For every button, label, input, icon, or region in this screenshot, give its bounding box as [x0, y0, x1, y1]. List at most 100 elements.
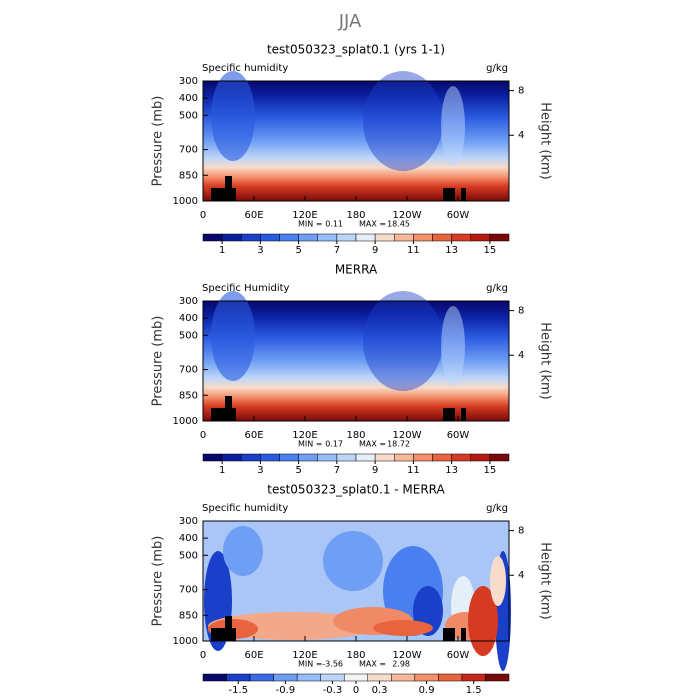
colorbar-label: 1.5 — [466, 685, 482, 696]
colorbar-label: 9 — [372, 245, 378, 256]
colorbar-swatch — [374, 453, 395, 462]
colorbar-label: -0.3 — [323, 685, 343, 696]
y-axis-title: Pressure (mb) — [151, 316, 166, 407]
colorbar-swatch — [489, 233, 510, 242]
y2-axis-title: Height (km) — [538, 542, 553, 619]
x-tick-label: 120E — [292, 210, 317, 221]
unit-label: g/kg — [486, 503, 508, 514]
colorbar-swatch — [202, 233, 223, 242]
y-tick-label: 850 — [179, 390, 198, 401]
colorbar-label: 7 — [334, 465, 340, 476]
colorbar-swatch — [317, 233, 338, 242]
contour-field — [211, 71, 255, 161]
max-label: MAX = — [359, 660, 386, 669]
terrain — [443, 628, 455, 641]
colorbar-swatch — [279, 233, 299, 242]
colorbar-label: 13 — [445, 465, 458, 476]
y2-axis-title: Height (km) — [538, 102, 553, 179]
colorbar-swatch — [394, 453, 414, 462]
terrain — [225, 176, 232, 188]
y-axis-title: Pressure (mb) — [151, 96, 166, 187]
colorbar-swatch — [202, 673, 227, 682]
terrain — [211, 628, 236, 641]
colorbar-label: 5 — [295, 465, 301, 476]
colorbar-label: 11 — [407, 465, 420, 476]
y-tick-label: 700 — [179, 365, 198, 376]
colorbar-swatch — [451, 233, 471, 242]
terrain — [211, 188, 236, 201]
field-label: Specific Humidity — [202, 283, 290, 294]
x-tick-label: 0 — [200, 650, 206, 661]
colorbar-swatch — [221, 233, 242, 242]
colorbar-label: 15 — [484, 465, 497, 476]
contour-field — [490, 556, 506, 606]
colorbar-swatch — [279, 453, 299, 462]
colorbar-swatch — [489, 453, 510, 462]
colorbar-swatch — [336, 453, 357, 462]
colorbar-swatch — [241, 233, 261, 242]
min-value: 0.11 — [325, 220, 343, 229]
colorbar-label: 3 — [257, 245, 263, 256]
x-tick-label: 0 — [200, 430, 206, 441]
colorbar-swatch — [413, 453, 433, 462]
contour-field — [223, 526, 263, 576]
colorbar-swatch — [367, 673, 392, 682]
y-axis-title: Pressure (mb) — [151, 536, 166, 627]
colorbar-swatch — [260, 453, 280, 462]
colorbar-label: 0.3 — [372, 685, 388, 696]
colorbar-swatch — [414, 673, 439, 682]
colorbar-swatch — [298, 233, 318, 242]
panel-title: test050323_splat0.1 - MERRA — [267, 483, 445, 497]
y2-tick-label: 8 — [518, 306, 524, 317]
contour-field — [363, 291, 443, 391]
terrain — [211, 408, 236, 421]
y-tick-label: 500 — [179, 330, 198, 341]
y2-tick-label: 4 — [518, 130, 524, 141]
terrain — [461, 188, 466, 201]
y2-tick-label: 4 — [518, 570, 524, 581]
y-tick-label: 300 — [179, 516, 198, 527]
colorbar-label: 0 — [353, 685, 359, 696]
min-label: MIN = — [298, 660, 323, 669]
y-tick-label: 1000 — [173, 636, 198, 647]
colorbar-swatch — [470, 453, 491, 462]
colorbar-label: -1.5 — [229, 685, 249, 696]
field-label: Specific humidity — [202, 63, 288, 74]
y-tick-label: 400 — [179, 93, 198, 104]
y-tick-label: 1000 — [173, 416, 198, 427]
x-tick-label: 120E — [292, 650, 317, 661]
unit-label: g/kg — [486, 283, 508, 294]
x-tick-label: 60E — [244, 650, 263, 661]
y-tick-label: 700 — [179, 585, 198, 596]
field-label: Specific humidity — [202, 503, 288, 514]
terrain — [443, 408, 455, 421]
colorbar-label: 1 — [219, 465, 225, 476]
x-tick-label: 120E — [292, 430, 317, 441]
contour-field — [441, 306, 465, 386]
terrain — [461, 408, 466, 421]
x-tick-label: 60W — [447, 650, 470, 661]
y2-axis-title: Height (km) — [538, 322, 553, 399]
x-tick-label: 180 — [346, 650, 365, 661]
y-tick-label: 850 — [179, 170, 198, 181]
colorbar-swatch — [202, 453, 223, 462]
colorbar-swatch — [343, 673, 369, 682]
colorbar-swatch — [226, 673, 251, 682]
contour-field — [323, 531, 383, 591]
y2-tick-label: 4 — [518, 350, 524, 361]
y2-tick-label: 8 — [518, 526, 524, 537]
colorbar-swatch — [296, 673, 321, 682]
y-tick-label: 300 — [179, 76, 198, 87]
max-label: MAX = — [359, 440, 386, 449]
colorbar-label: 15 — [484, 245, 497, 256]
x-tick-label: 60W — [447, 210, 470, 221]
terrain — [443, 188, 455, 201]
unit-label: g/kg — [486, 63, 508, 74]
colorbar-swatch — [470, 233, 491, 242]
colorbar-swatch — [241, 453, 261, 462]
y-tick-label: 500 — [179, 550, 198, 561]
contour-field — [373, 620, 433, 636]
colorbar-swatch — [273, 673, 298, 682]
colorbar-swatch — [461, 673, 486, 682]
colorbar-swatch — [394, 233, 414, 242]
